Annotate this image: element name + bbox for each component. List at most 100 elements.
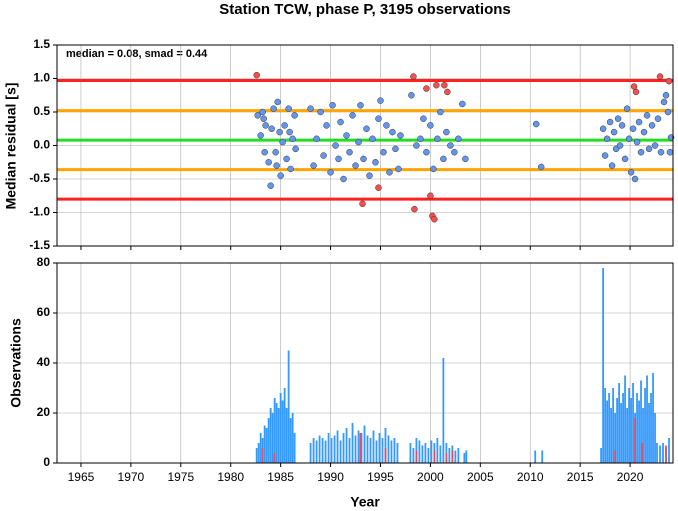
bar [384, 448, 387, 463]
bar [602, 268, 605, 463]
data-point [537, 163, 545, 171]
data-point [441, 81, 448, 89]
data-point [420, 115, 427, 122]
data-point [329, 102, 336, 109]
data-point [253, 71, 260, 79]
y-tick-label: 0 [43, 455, 50, 469]
data-point [352, 162, 359, 169]
bar [427, 448, 430, 463]
x-tick-label: 1970 [118, 470, 145, 484]
data-point [433, 81, 440, 89]
bar [638, 400, 640, 463]
bar [656, 443, 658, 463]
x-tick-label: 2020 [617, 470, 644, 484]
bar [433, 450, 436, 463]
data-point [259, 108, 266, 116]
data-point [272, 148, 279, 156]
bar [345, 428, 348, 463]
bar [430, 440, 433, 463]
bar [321, 438, 324, 463]
data-point [603, 135, 611, 143]
bar [412, 448, 415, 463]
data-point [614, 115, 622, 122]
bar [378, 433, 381, 463]
bar [654, 413, 656, 463]
bar [614, 450, 616, 463]
bar [271, 413, 274, 463]
data-point [254, 112, 261, 119]
data-point [377, 97, 384, 104]
data-point [459, 100, 466, 108]
data-point [307, 105, 314, 112]
data-point [265, 159, 272, 166]
bar [418, 440, 421, 463]
bar [624, 375, 626, 463]
bar [630, 398, 632, 463]
data-point [372, 159, 379, 166]
bar [626, 408, 628, 463]
bar [393, 438, 396, 463]
x-tick-label: 2010 [517, 470, 544, 484]
data-point [423, 85, 430, 92]
data-point [431, 215, 438, 223]
data-point [355, 138, 362, 146]
bar [336, 430, 339, 463]
data-point [532, 120, 540, 128]
bar [457, 448, 460, 463]
data-point [346, 148, 353, 156]
data-point [434, 135, 441, 143]
data-point [660, 98, 668, 106]
bar [384, 428, 387, 463]
bar [439, 445, 442, 463]
bar [255, 448, 258, 463]
bar [387, 435, 390, 463]
bar [646, 375, 648, 463]
data-point [262, 122, 269, 129]
bar [289, 418, 292, 463]
x-tick-label: 2005 [467, 470, 494, 484]
y-tick-label: 80 [37, 255, 51, 269]
y-tick-label: 20 [37, 405, 51, 419]
data-point [276, 128, 283, 136]
bar [342, 433, 345, 463]
bar [608, 393, 611, 463]
data-point [283, 155, 290, 163]
bar [448, 448, 451, 463]
data-point [335, 155, 342, 163]
y-axis-label: Observations [8, 318, 24, 408]
data-point [349, 112, 356, 119]
bar [366, 435, 369, 463]
data-point [606, 118, 614, 126]
x-tick-label: 1975 [167, 470, 194, 484]
bar [293, 433, 296, 463]
bar [363, 425, 366, 463]
data-point [640, 128, 648, 136]
data-point [630, 83, 638, 90]
y-tick-label: 1.0 [33, 71, 50, 85]
bar [396, 443, 399, 463]
bar [634, 418, 636, 463]
bar [372, 430, 375, 463]
data-point [268, 125, 275, 132]
bar [463, 453, 466, 463]
y-tick-label: 0.5 [33, 104, 50, 118]
bar [333, 435, 336, 463]
bar [348, 438, 351, 463]
data-point [632, 88, 640, 96]
y-tick-label: -1.0 [29, 205, 50, 219]
data-point [455, 135, 462, 143]
plot-frame [56, 262, 674, 464]
bar [668, 438, 670, 463]
bar [357, 430, 360, 463]
bar [281, 400, 284, 463]
bar [339, 440, 342, 463]
data-point [287, 165, 294, 173]
data-point [444, 88, 451, 96]
data-point [662, 92, 670, 99]
bar [283, 388, 286, 463]
data-point [451, 148, 458, 156]
data-point [274, 98, 281, 106]
data-point [616, 142, 624, 149]
data-point [645, 145, 653, 153]
bar [285, 408, 288, 463]
